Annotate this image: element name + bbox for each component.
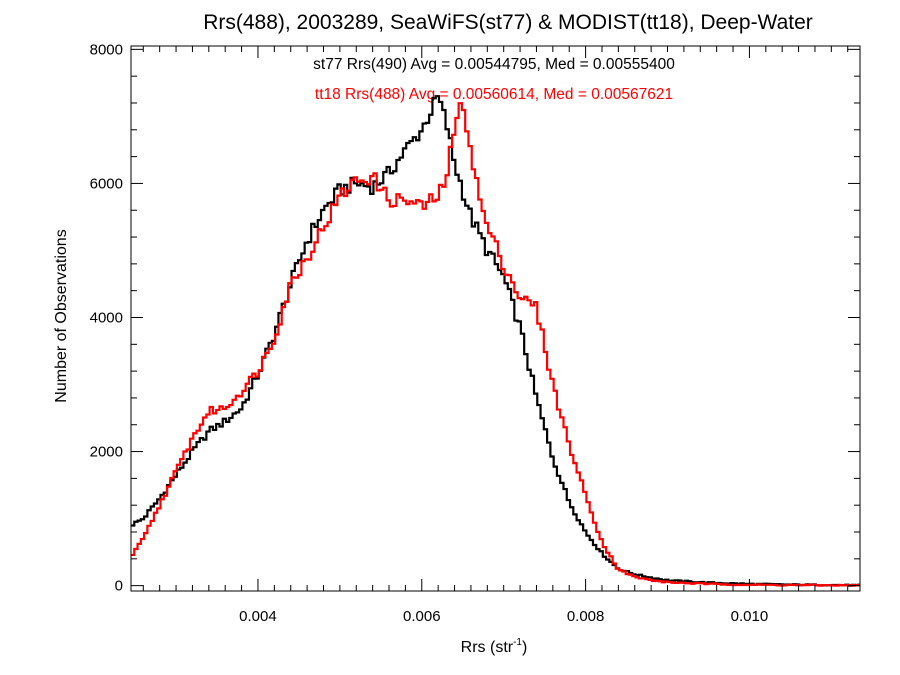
y-axis-label: Number of Observations: [53, 229, 70, 402]
annotation-tt18-stats: tt18 Rrs(488) Avg = 0.00560614, Med = 0.…: [315, 86, 673, 103]
y-tick-label: 2000: [90, 444, 123, 461]
series-line-1: [131, 95, 860, 587]
chart-title: Rrs(488), 2003289, SeaWiFS(st77) & MODIS…: [203, 11, 813, 34]
plot-frame: [130, 45, 861, 592]
series-line-2: [131, 102, 860, 587]
x-axis-label-tail: ): [522, 639, 527, 656]
y-tick-label: 0: [115, 578, 123, 595]
y-tick-label: 6000: [90, 175, 123, 192]
annotation-st77-stats: st77 Rrs(490) Avg = 0.00544795, Med = 0.…: [313, 56, 675, 73]
x-tick-label: 0.010: [731, 608, 769, 625]
x-tick-label: 0.004: [239, 608, 277, 625]
x-axis-label-main: Rrs (str: [461, 639, 514, 656]
y-tick-label: 8000: [90, 41, 123, 58]
x-axis-label-superscript: -1: [513, 637, 522, 648]
plot-area: 0.004 0.006 0.008 0.010 0 2000 4000 6000 8000: [90, 41, 861, 625]
x-tick-label: 0.006: [403, 608, 441, 625]
x-tick-label: 0.008: [567, 608, 605, 625]
y-tick-label: 4000: [90, 309, 123, 326]
x-axis-label: Rrs (str-1): [461, 637, 528, 656]
